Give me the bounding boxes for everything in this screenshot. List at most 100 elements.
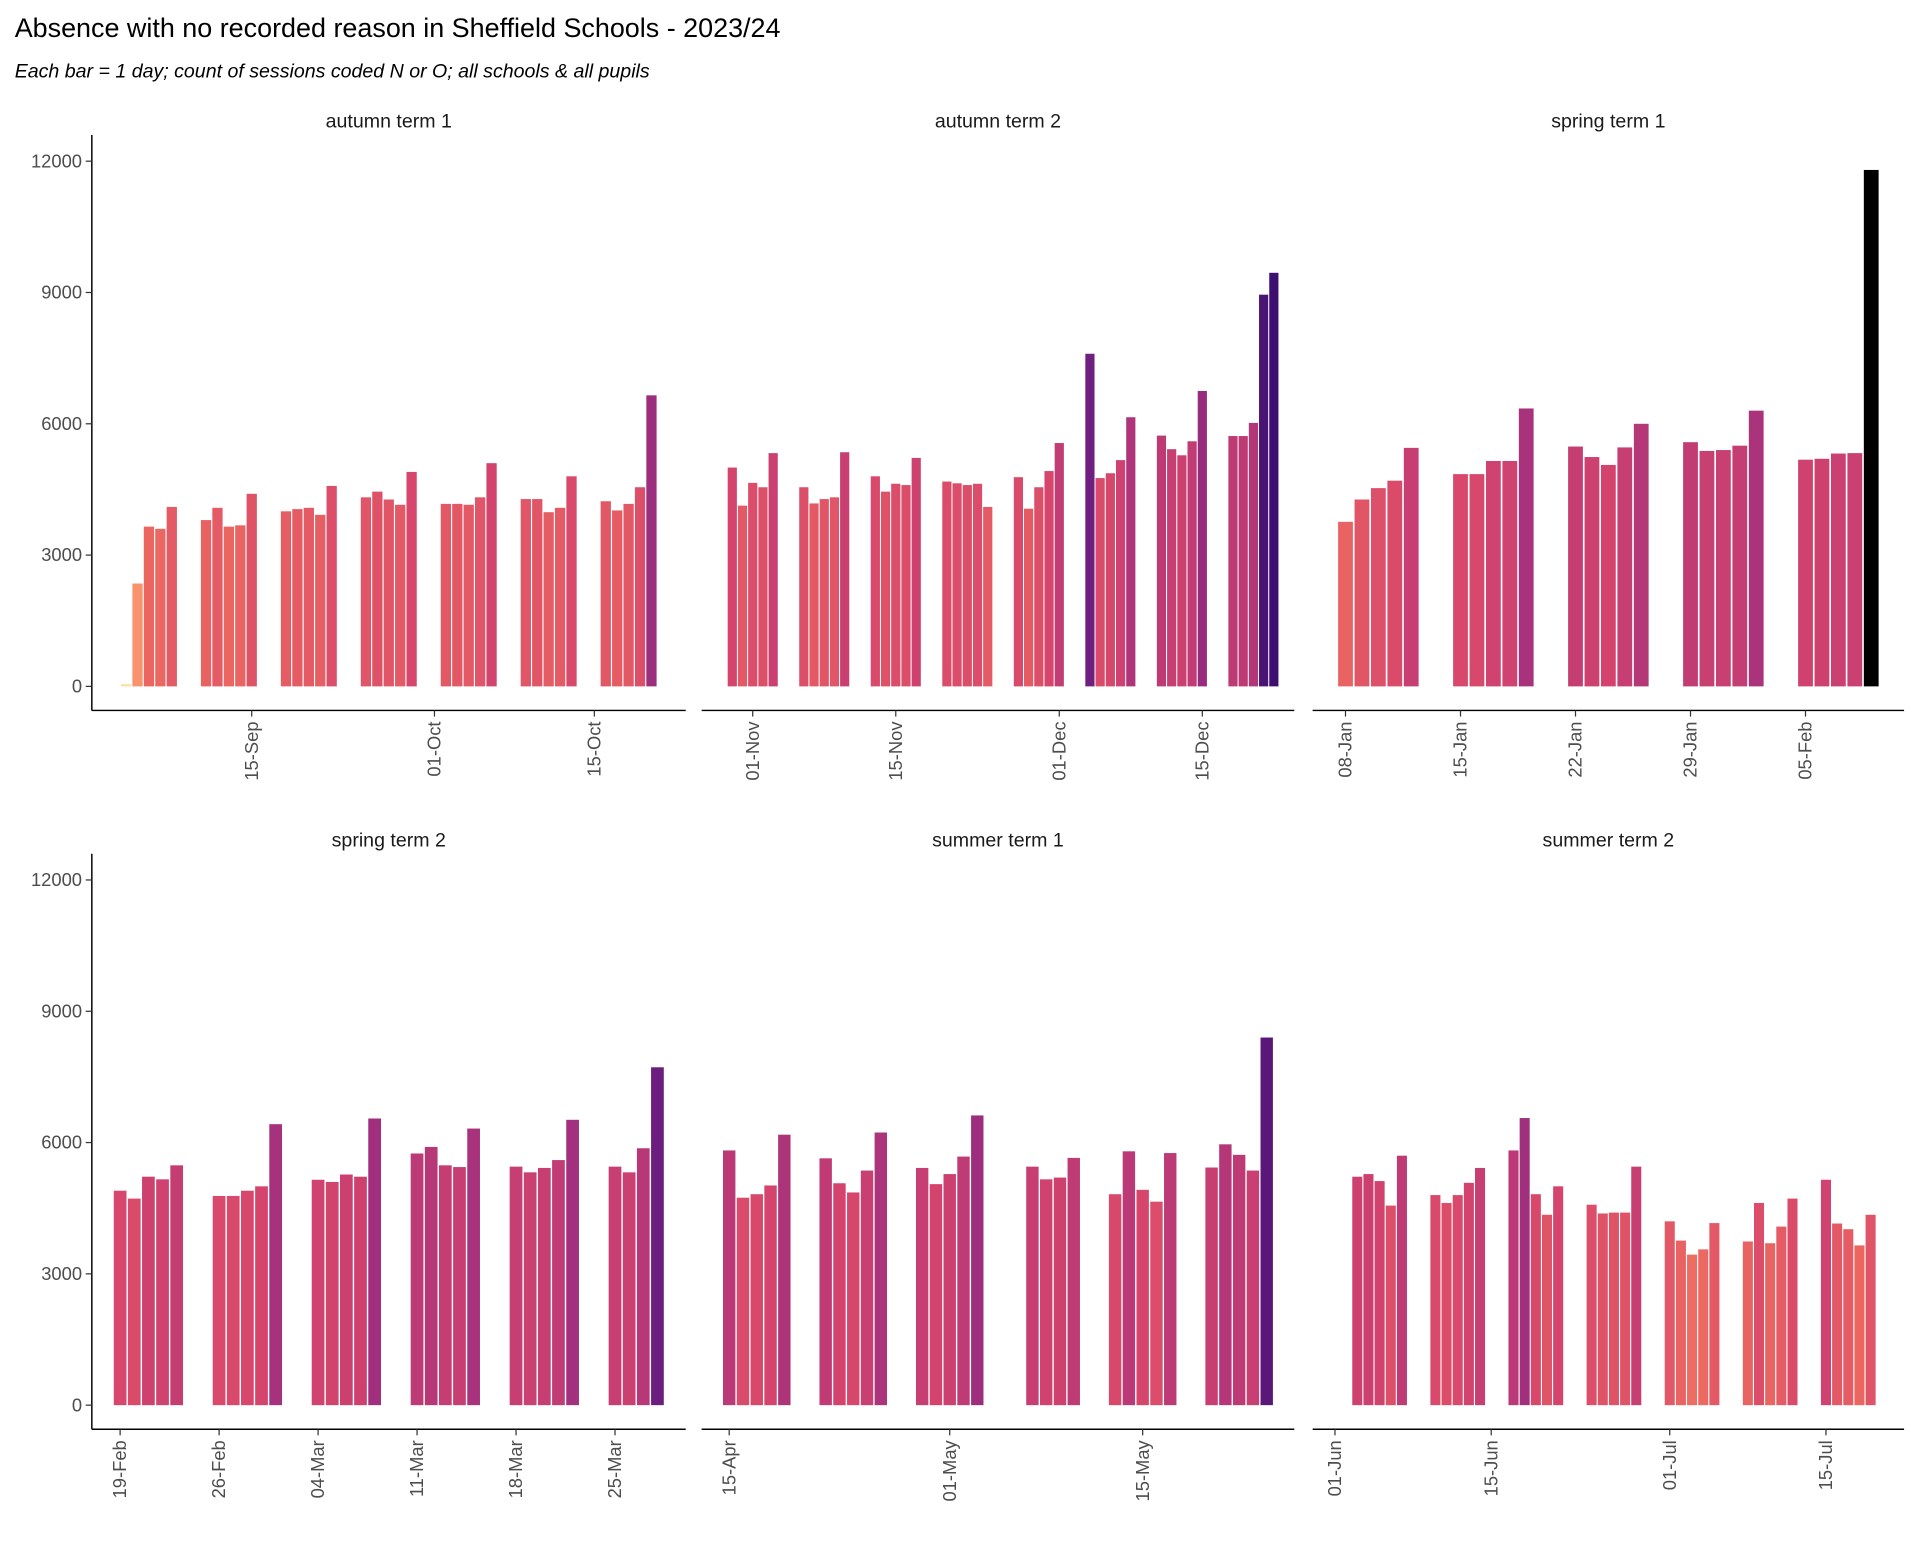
bar	[280, 511, 292, 687]
bar	[127, 1198, 141, 1406]
bar	[737, 505, 748, 687]
x-tick-label: 15-May	[1132, 1439, 1153, 1501]
bar	[1187, 441, 1197, 687]
bar	[1441, 1202, 1452, 1406]
bar	[1631, 1166, 1642, 1406]
bar	[1508, 1150, 1519, 1406]
x-tick-label: 15-Jul	[1815, 1440, 1836, 1490]
bar	[1600, 464, 1616, 687]
bar	[840, 452, 850, 687]
bar	[155, 528, 166, 687]
bar	[452, 503, 463, 687]
bar	[1765, 1243, 1776, 1406]
x-tick-label: 18-Mar	[505, 1440, 526, 1498]
bar	[241, 1190, 254, 1406]
bar	[1843, 1229, 1854, 1406]
x-tick-label: 15-Nov	[885, 721, 906, 781]
bar	[223, 526, 235, 687]
bar	[1024, 508, 1034, 687]
bar	[1453, 474, 1468, 687]
bar	[943, 1174, 956, 1406]
bar	[942, 481, 952, 687]
bar	[727, 467, 737, 687]
y-tick-label: 6000	[41, 1132, 82, 1153]
bar	[1115, 460, 1126, 687]
bar	[475, 497, 486, 687]
bar	[1776, 1226, 1787, 1406]
bar	[1820, 1179, 1831, 1406]
bar	[543, 512, 554, 687]
bar	[1742, 1241, 1753, 1406]
bar	[1865, 1214, 1876, 1406]
x-tick-label: 01-Oct	[424, 721, 445, 776]
panel-title: spring term 1	[1551, 111, 1665, 133]
bar	[326, 485, 337, 687]
x-tick-label: 01-Jun	[1324, 1440, 1345, 1496]
bar	[1709, 1223, 1720, 1406]
bar	[972, 483, 983, 687]
y-tick-label: 12000	[31, 869, 82, 890]
bar	[1715, 450, 1731, 687]
x-tick-label: 22-Jan	[1565, 721, 1586, 777]
x-tick-label: 01-Jul	[1659, 1440, 1680, 1490]
bar	[235, 525, 246, 687]
bar	[315, 514, 326, 687]
bar	[520, 499, 531, 687]
bar	[860, 1170, 874, 1406]
bar	[600, 501, 611, 687]
bar	[1530, 1194, 1541, 1406]
bar	[952, 483, 962, 687]
bar	[1620, 1212, 1631, 1406]
bar	[1475, 1167, 1486, 1406]
x-tick-label: 15-Jan	[1450, 721, 1471, 777]
bar	[395, 504, 406, 687]
bar	[1485, 460, 1501, 687]
bar	[292, 509, 303, 687]
bar	[1553, 1186, 1564, 1406]
bar	[1633, 423, 1649, 687]
bar	[143, 526, 155, 687]
x-tick-label: 08-Jan	[1335, 721, 1356, 777]
bar	[750, 1194, 763, 1406]
bar	[1732, 445, 1748, 687]
bar	[957, 1156, 970, 1406]
bar	[608, 1166, 622, 1406]
bar	[339, 1174, 353, 1406]
panel-title: autumn term 2	[935, 111, 1061, 133]
x-tick-label: 29-Jan	[1680, 721, 1701, 777]
bar	[1248, 422, 1259, 687]
bar	[142, 1176, 155, 1406]
bar	[1753, 1202, 1765, 1406]
bar	[1469, 474, 1485, 687]
bar	[1675, 1240, 1686, 1406]
bar	[1687, 1254, 1698, 1406]
bar	[1584, 457, 1600, 687]
bar	[1683, 442, 1698, 687]
bar	[1370, 488, 1386, 687]
bar	[1519, 1118, 1530, 1406]
bar	[819, 1158, 832, 1406]
bar	[269, 1124, 283, 1406]
bar	[1787, 1198, 1798, 1406]
bar	[1396, 1155, 1407, 1406]
bar	[809, 503, 819, 687]
bar	[372, 491, 383, 687]
y-tick-label: 9000	[41, 282, 82, 303]
bar	[1095, 478, 1105, 687]
bar	[722, 1150, 736, 1406]
bar	[424, 1146, 438, 1406]
bar	[929, 1184, 943, 1406]
bar	[758, 487, 768, 687]
bar	[1177, 455, 1187, 687]
bar	[1352, 1176, 1363, 1406]
bar	[901, 485, 911, 687]
bar	[983, 506, 993, 687]
x-tick-label: 15-Dec	[1191, 721, 1212, 780]
bar	[778, 1134, 791, 1406]
x-tick-label: 19-Feb	[109, 1440, 130, 1498]
bar	[467, 1128, 480, 1406]
bar	[1832, 1223, 1843, 1406]
chart-subtitle: Each bar = 1 day; count of sessions code…	[15, 60, 650, 82]
bar	[1586, 1204, 1597, 1406]
bar	[880, 491, 891, 687]
